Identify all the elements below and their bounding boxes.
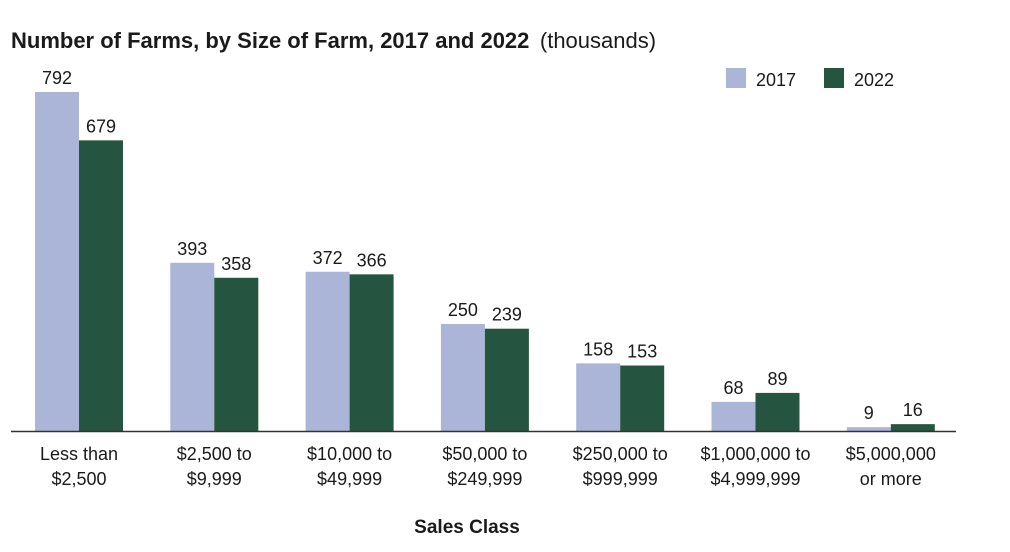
bar-2017-0 [35,92,79,431]
value-label-2017-0: 792 [42,68,72,88]
x-tick-labels-group: Less than $2,500 $2,500 to $9,999 $10,000 to… [40,444,936,489]
value-label-2022-4: 153 [627,342,657,362]
x-tick-label-line-6-1: or more [860,469,922,489]
value-label-2022-2: 366 [357,250,387,270]
x-tick-label-line-5-1: $4,999,999 [710,469,800,489]
value-label-2022-0: 679 [86,116,116,136]
x-tick-label-line-4-0: $250,000 to [573,444,668,464]
legend-label-2017: 2017 [756,70,796,90]
x-tick-label-line-2-1: $49,999 [317,469,382,489]
x-tick-label-line-5-0: $1,000,000 to [700,444,810,464]
x-tick-label-4: $250,000 to $999,999 [573,444,668,489]
value-label-2017-5: 68 [723,378,743,398]
bars-group [35,92,935,431]
x-tick-label-0: Less than $2,500 [40,444,118,489]
x-axis-title: Sales Class [414,517,520,538]
bar-2017-5 [711,401,756,431]
x-tick-label-line-2-0: $10,000 to [307,444,392,464]
bar-2017-4 [576,363,621,431]
bar-2017-6 [846,427,891,431]
x-tick-label-line-0-1: $2,500 [51,469,106,489]
bar-2022-3 [484,328,529,431]
chart-title: Number of Farms, by Size of Farm, 2017 a… [11,28,656,53]
x-tick-label-3: $50,000 to $249,999 [442,444,527,489]
x-tick-label-5: $1,000,000 to $4,999,999 [700,444,810,489]
x-tick-label-line-3-0: $50,000 to [442,444,527,464]
value-label-2017-2: 372 [313,248,343,268]
value-label-2017-1: 393 [177,239,207,259]
x-tick-label-2: $10,000 to $49,999 [307,444,392,489]
x-tick-label-line-3-1: $249,999 [447,469,522,489]
value-label-2017-4: 158 [583,339,613,359]
value-label-2022-1: 358 [221,254,251,274]
bar-2022-1 [214,277,259,431]
legend: 2017 2022 [726,68,894,90]
x-tick-label-line-6-0: $5,000,000 [846,444,936,464]
value-label-2017-6: 9 [864,403,874,423]
value-label-2022-5: 89 [767,369,787,389]
x-tick-label-6: $5,000,000 or more [846,444,936,489]
bar-2017-3 [440,323,485,431]
x-tick-label-1: $2,500 to $9,999 [177,444,252,489]
bar-2022-2 [349,274,394,431]
bar-2017-1 [170,262,215,431]
chart-title-unit: (thousands) [540,28,656,53]
bar-2022-4 [620,365,665,431]
value-label-2022-6: 16 [903,400,923,420]
bar-2017-2 [305,271,350,431]
x-tick-label-line-0-0: Less than [40,444,118,464]
bar-2022-5 [755,392,800,431]
value-labels-group: 792 679 393 358 372 366 250 239 158 153 68 89 9 16 [42,68,923,423]
value-label-2017-3: 250 [448,300,478,320]
bar-2022-0 [79,140,123,431]
legend-swatch-2022 [824,68,844,88]
bar-2022-6 [890,424,935,431]
legend-label-2022: 2022 [854,70,894,90]
x-tick-label-line-4-1: $999,999 [583,469,658,489]
value-label-2022-3: 239 [492,305,522,325]
x-tick-label-line-1-0: $2,500 to [177,444,252,464]
legend-swatch-2017 [726,68,746,88]
x-tick-label-line-1-1: $9,999 [187,469,242,489]
chart-title-main: Number of Farms, by Size of Farm, 2017 a… [11,28,529,53]
